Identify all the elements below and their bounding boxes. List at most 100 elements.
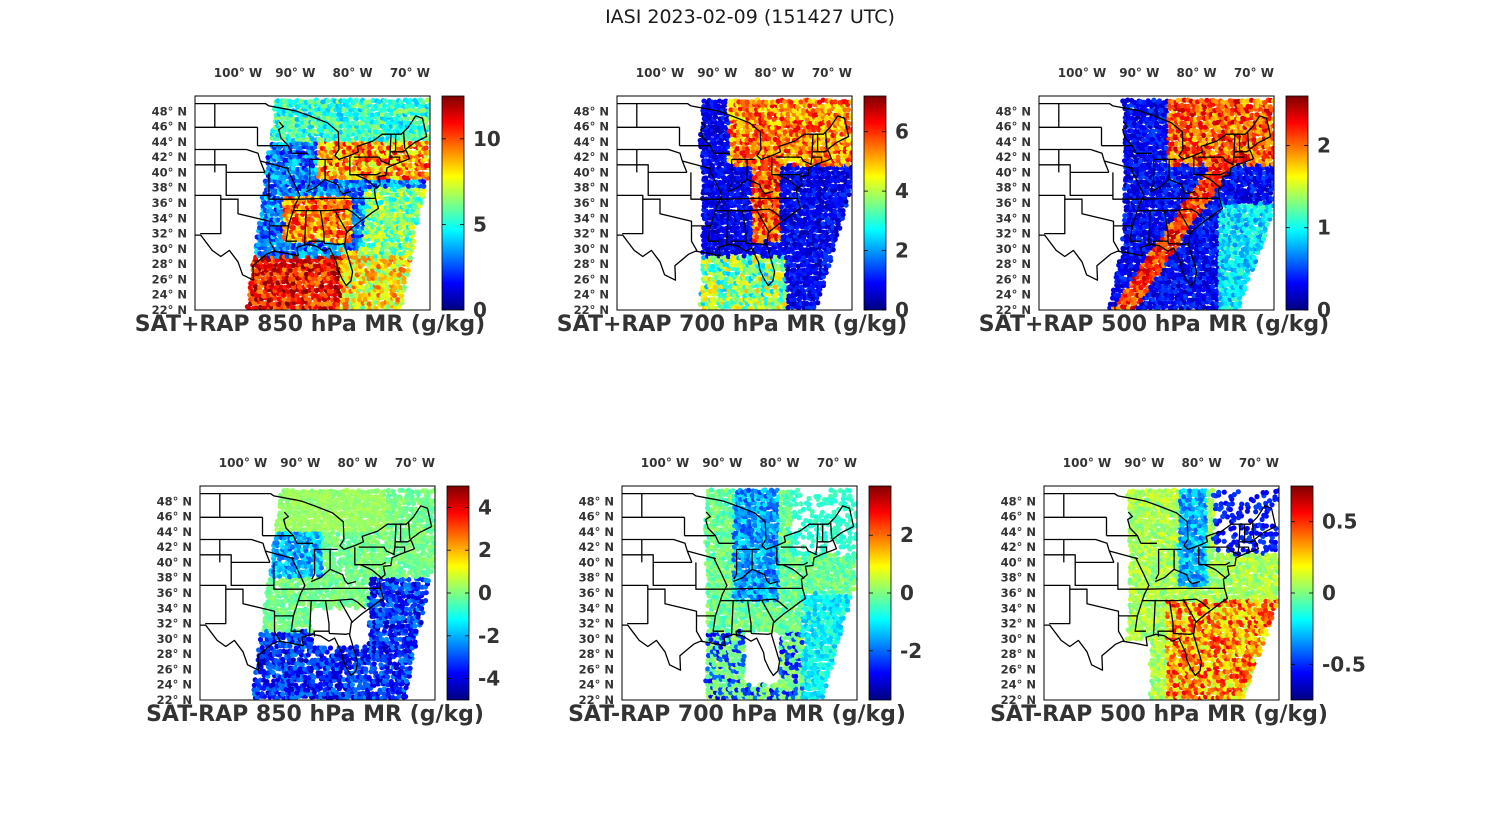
map-panel-sat-rap-sum-700: 100° W 90° W 80° W 70° W 48° N 46° N 44° N 42° … xyxy=(542,66,922,380)
colorbar-tick-label: -2 xyxy=(900,639,922,663)
lat-label: 32° N xyxy=(996,227,1031,241)
lat-label: 30° N xyxy=(157,632,192,646)
lat-label: 24° N xyxy=(579,678,614,692)
map-plot: 100° W 90° W 80° W 70° W 48° N 46° N44° N42° … xyxy=(152,66,501,322)
lon-label: 100° W xyxy=(219,456,267,470)
lat-label: 48° N xyxy=(157,494,192,508)
lat-label: 36° N xyxy=(1001,586,1036,600)
lat-label: 46° N xyxy=(574,120,609,134)
lat-label: 22° N xyxy=(1001,693,1036,707)
colorbar-tick-label: 2 xyxy=(478,538,492,562)
lon-label: 70° W xyxy=(390,66,430,80)
colorbar-tick-label: 4 xyxy=(478,495,492,519)
lat-label: 44° N xyxy=(157,525,192,539)
lat-label: 42° N xyxy=(1001,540,1036,554)
map-panel-sat-rap-diff-700: 100° W 90° W 80° W 70° W 48° N 46° N 44° N 42° … xyxy=(547,456,927,770)
lat-label: 42° N xyxy=(579,540,614,554)
lon-label: 90° W xyxy=(702,456,742,470)
lon-label: 80° W xyxy=(1182,456,1222,470)
lat-label: 26° N xyxy=(579,662,614,676)
lat-label: 28° N xyxy=(574,257,609,271)
colorbar-tick-label: 2 xyxy=(900,523,914,547)
lat-label: 22° N xyxy=(152,303,187,317)
colorbar-tick-label: 0 xyxy=(900,581,914,605)
lat-label: 48° N xyxy=(996,104,1031,118)
lat-label: 38° N xyxy=(996,181,1031,195)
retrieval-swath xyxy=(251,487,435,700)
colorbar xyxy=(863,95,887,311)
lon-label: 90° W xyxy=(275,66,315,80)
lat-label: 42° N xyxy=(996,150,1031,164)
lat-label: 46° N xyxy=(996,120,1031,134)
lat-label: 46° N xyxy=(157,510,192,524)
lon-label: 90° W xyxy=(280,456,320,470)
lat-label: 38° N xyxy=(574,181,609,195)
lat-label: 42° N xyxy=(157,540,192,554)
lat-label: 30° N xyxy=(579,632,614,646)
panel-title: SAT-RAP 700 hPa MR (g/kg) xyxy=(568,702,906,727)
lat-label: 30° N xyxy=(574,242,609,256)
colorbar-tick-label: 0 xyxy=(1317,298,1331,322)
lon-label: 80° W xyxy=(338,456,378,470)
lat-label: 46° N xyxy=(1001,510,1036,524)
lat-label: 22° N xyxy=(579,693,614,707)
lat-label: 38° N xyxy=(152,181,187,195)
colorbar-tick-label: 0 xyxy=(895,298,909,322)
lat-label: 44° N xyxy=(152,135,187,149)
map-plot: 100° W 90° W 80° W 70° W 48° N 46° N44° N42° … xyxy=(579,456,923,707)
map-plot: 100° W 90° W 80° W 70° W 48° N 46° N44° N42° … xyxy=(1001,456,1366,707)
panel-title: SAT+RAP 500 hPa MR (g/kg) xyxy=(978,312,1330,337)
lat-label: 36° N xyxy=(157,586,192,600)
colorbar xyxy=(441,95,465,311)
lon-label: 90° W xyxy=(697,66,737,80)
lat-label: 48° N xyxy=(1001,494,1036,508)
lon-label: 90° W xyxy=(1119,66,1159,80)
lon-label: 100° W xyxy=(1058,66,1106,80)
state-borders xyxy=(622,492,855,677)
lat-label: 32° N xyxy=(579,617,614,631)
lat-label: 28° N xyxy=(1001,647,1036,661)
colorbar-tick-label: 0.5 xyxy=(1322,510,1357,534)
state-borders xyxy=(1039,102,1272,287)
lat-label: 42° N xyxy=(574,150,609,164)
lon-label: 100° W xyxy=(1063,456,1111,470)
lon-label: 70° W xyxy=(817,456,857,470)
lat-label: 46° N xyxy=(579,510,614,524)
lat-label: 30° N xyxy=(996,242,1031,256)
colorbar-tick-label: -2 xyxy=(478,624,500,648)
map-plot: 100° W 90° W 80° W 70° W 48° N 46° N44° N42° … xyxy=(157,456,501,707)
panel-title: SAT-RAP 500 hPa MR (g/kg) xyxy=(990,702,1328,727)
lon-label: 70° W xyxy=(1239,456,1279,470)
colorbar-tick-label: 0 xyxy=(1322,581,1336,605)
lat-label: 26° N xyxy=(574,272,609,286)
lon-label: 100° W xyxy=(214,66,262,80)
lat-label: 26° N xyxy=(152,272,187,286)
colorbar-tick-label: 0 xyxy=(478,581,492,605)
lat-label: 22° N xyxy=(157,693,192,707)
lon-label: 100° W xyxy=(641,456,689,470)
lat-label: 24° N xyxy=(996,288,1031,302)
map-panel-sat-rap-sum-850: 100° W 90° W 80° W 70° W 48° N 46° N 44° N 42° … xyxy=(120,66,501,380)
lat-label: 38° N xyxy=(579,571,614,585)
lat-label: 36° N xyxy=(996,196,1031,210)
colorbar-tick-label: 10 xyxy=(473,127,501,151)
figure-title: IASI 2023-02-09 (151427 UTC) xyxy=(605,6,895,28)
lat-label: 26° N xyxy=(996,272,1031,286)
lat-label: 24° N xyxy=(1001,678,1036,692)
lat-label: 34° N xyxy=(574,211,609,225)
colorbar-tick-label: 5 xyxy=(473,212,487,236)
map-plot: 100° W 90° W 80° W 70° W 48° N 46° N44° N42° … xyxy=(996,66,1331,322)
lon-label: 80° W xyxy=(333,66,373,80)
colorbar xyxy=(1285,95,1309,311)
lon-label: 100° W xyxy=(636,66,684,80)
lon-label: 70° W xyxy=(395,456,435,470)
map-plot: 100° W 90° W 80° W 70° W 48° N 46° N44° N42° … xyxy=(574,66,909,322)
panel-title: SAT+RAP 850 hPa MR (g/kg) xyxy=(134,312,486,337)
colorbar-tick-label: 1 xyxy=(1317,216,1331,240)
lat-label: 34° N xyxy=(157,601,192,615)
lon-label: 80° W xyxy=(1177,66,1217,80)
lat-label: 26° N xyxy=(157,662,192,676)
state-borders xyxy=(1044,492,1277,677)
lon-label: 80° W xyxy=(760,456,800,470)
lon-label: 90° W xyxy=(1124,456,1164,470)
